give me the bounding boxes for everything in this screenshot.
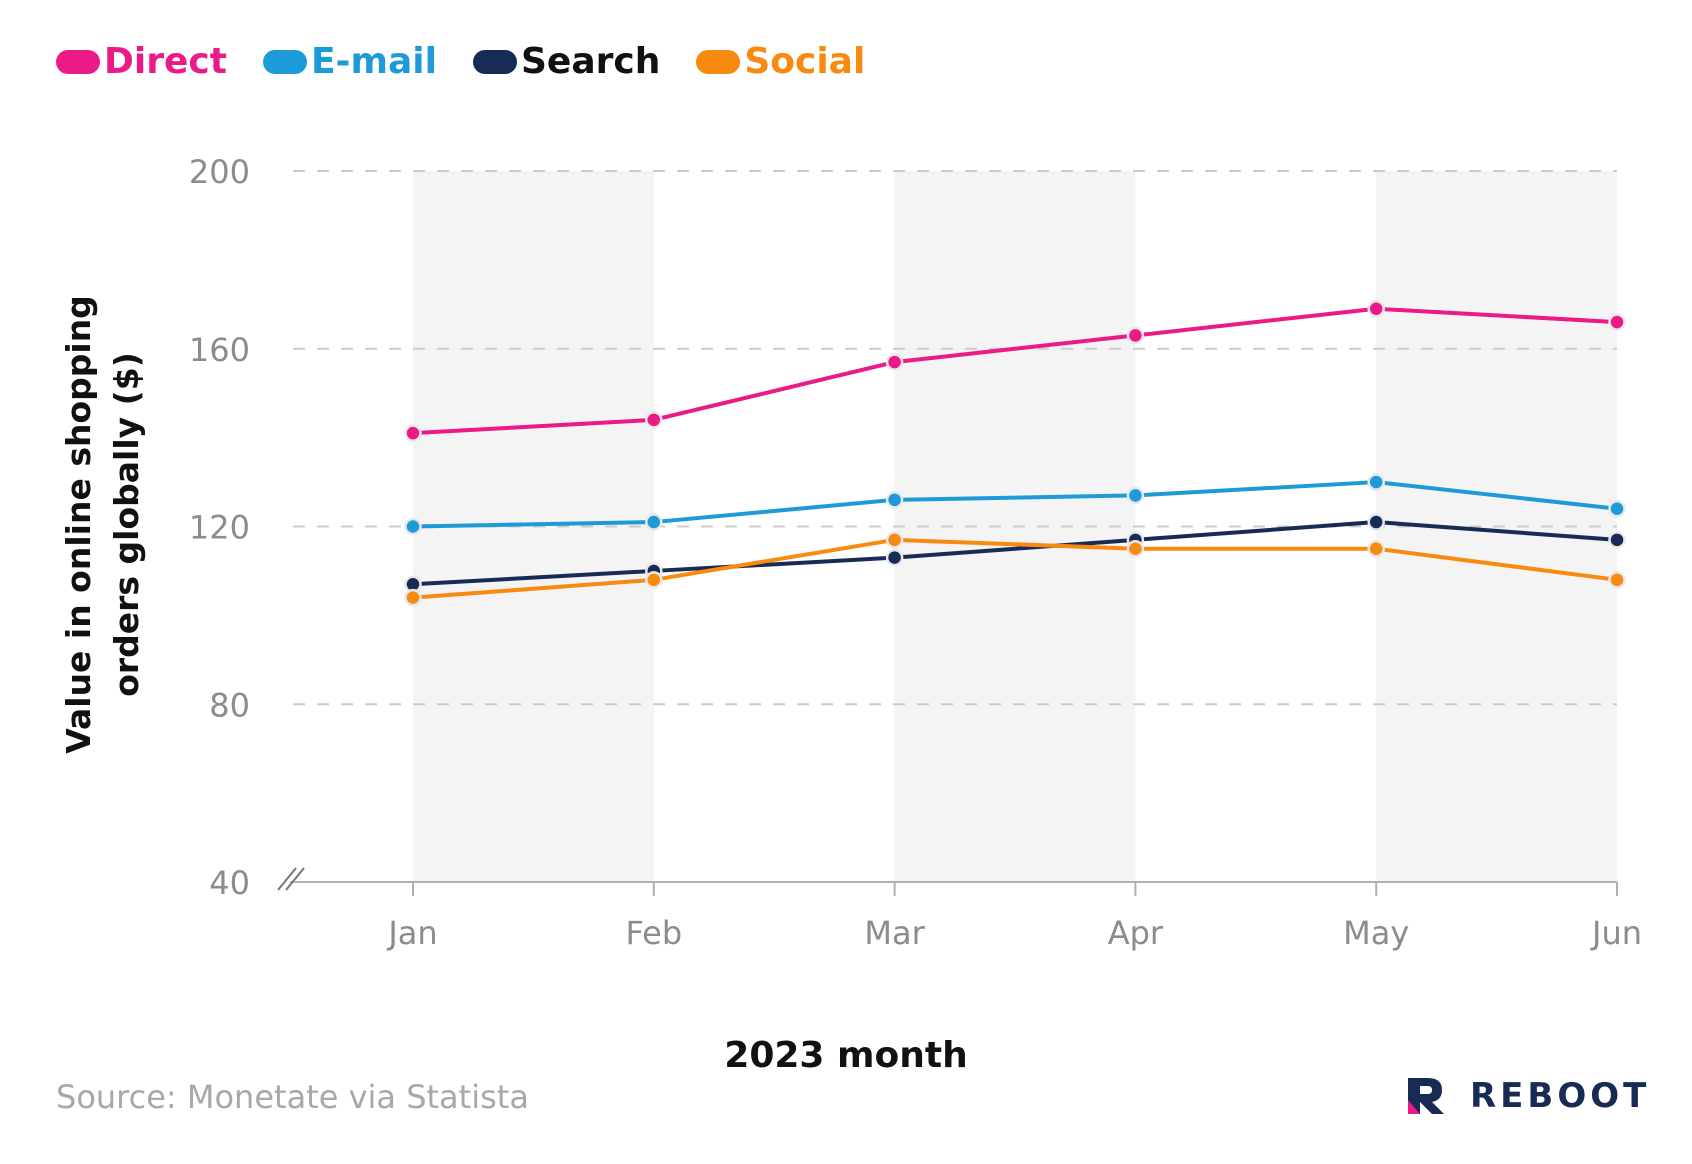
- legend-item-email: E-mail: [262, 41, 437, 82]
- legend-swatch-direct: [56, 50, 100, 74]
- point-search-mar: [885, 548, 904, 567]
- axis-break-mark-1: [277, 867, 297, 891]
- source-note: Source: Monetate via Statista: [56, 1078, 529, 1116]
- brand-name: REBOOT: [1470, 1076, 1651, 1116]
- x-tick-label-apr: Apr: [1108, 914, 1164, 952]
- legend-swatch-social: [696, 50, 741, 74]
- y-axis-title: Value in online shopping orders globally …: [59, 295, 146, 754]
- point-e-mail-mar: [885, 491, 904, 509]
- legend-item-direct: Direct: [56, 42, 227, 82]
- y-axis-title-line-1: Value in online shopping: [59, 295, 98, 754]
- legend-label-email: E-mail: [310, 41, 437, 82]
- y-tick-label-80: 80: [209, 686, 250, 724]
- x-tick-label-jun: Jun: [1590, 914, 1642, 952]
- legend-label-direct: Direct: [104, 41, 227, 82]
- series-line-search: [411, 520, 1619, 587]
- axis-break-mark-2: [285, 867, 305, 891]
- point-e-mail-may: [1367, 473, 1385, 491]
- point-e-mail-jan: [404, 517, 422, 536]
- y-tick-label-200: 200: [189, 153, 250, 191]
- point-direct-apr: [1126, 326, 1145, 345]
- legend-label-social: Social: [744, 41, 866, 82]
- point-search-may: [1367, 513, 1385, 531]
- point-search-jun: [1608, 531, 1626, 549]
- point-e-mail-jun: [1608, 499, 1626, 518]
- series-line-direct: [411, 306, 1619, 436]
- point-direct-feb: [645, 411, 663, 429]
- x-tick-label-jan: Jan: [386, 914, 437, 952]
- legend-item-social: Social: [696, 42, 865, 82]
- point-direct-may: [1367, 300, 1385, 318]
- reboot-r-logo-icon: [1408, 1078, 1444, 1114]
- y-axis-title-line-2: orders globally ($): [107, 352, 146, 697]
- legend: Direct E-mail Search Social: [56, 42, 901, 82]
- y-tick-label-40: 40: [209, 864, 250, 902]
- point-social-jun: [1608, 571, 1626, 589]
- point-social-mar: [885, 531, 904, 549]
- point-direct-mar: [885, 353, 904, 371]
- legend-item-search: Search: [472, 41, 661, 82]
- point-social-jan: [404, 588, 422, 607]
- point-social-apr: [1126, 539, 1145, 558]
- point-direct-jun: [1608, 313, 1626, 331]
- x-axis-title: 2023 month: [724, 1035, 968, 1076]
- y-tick-label-160: 160: [189, 331, 250, 369]
- point-e-mail-feb: [645, 513, 663, 531]
- legend-label-search: Search: [520, 41, 661, 82]
- point-e-mail-apr: [1126, 486, 1145, 505]
- x-tick-label-feb: Feb: [625, 914, 682, 952]
- series-line-social: [411, 537, 1619, 600]
- legend-swatch-email: [262, 50, 307, 74]
- y-tick-label-120: 120: [189, 509, 250, 547]
- brand-logo: REBOOT: [1404, 1074, 1650, 1118]
- point-social-may: [1367, 539, 1385, 558]
- point-direct-jan: [404, 424, 422, 442]
- point-social-feb: [645, 571, 663, 589]
- series-line-e-mail: [411, 480, 1619, 529]
- legend-swatch-search: [472, 50, 517, 74]
- x-tick-label-may: May: [1343, 914, 1409, 952]
- x-tick-label-mar: Mar: [864, 914, 925, 952]
